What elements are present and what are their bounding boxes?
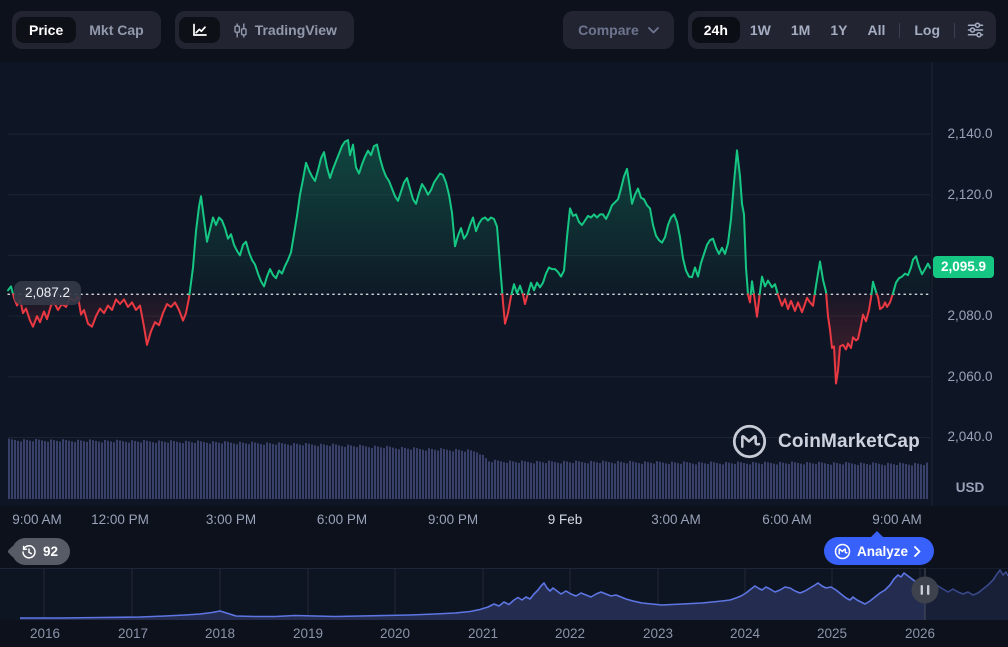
- x-tick-label: 6:00 PM: [316, 512, 368, 527]
- candlestick-icon: [233, 22, 248, 39]
- y-tick-label: 2,040.0: [947, 429, 993, 445]
- timeframe-items: 24h 1W 1M 1Y All Log: [691, 17, 959, 43]
- x-tick-label: 3:00 AM: [651, 512, 701, 527]
- line-chart-tab[interactable]: [178, 17, 220, 43]
- currency-unit-label: USD: [955, 480, 985, 495]
- compare-label: Compare: [578, 22, 639, 38]
- timeframe-all[interactable]: All: [867, 22, 886, 38]
- chevron-right-icon: [914, 545, 921, 557]
- x-tick-label: 3:00 PM: [205, 512, 257, 527]
- timeframe-24h[interactable]: 24h: [691, 17, 740, 43]
- current-price-badge: 2,095.9: [933, 256, 995, 278]
- chart-settings-button[interactable]: [959, 21, 992, 39]
- year-label-2017[interactable]: 2017: [117, 626, 149, 641]
- chevron-down-icon: [647, 26, 659, 34]
- history-clock-icon: [21, 544, 37, 560]
- history-minimap-canvas[interactable]: [0, 568, 1008, 620]
- x-tick-label: 9:00 AM: [872, 512, 922, 527]
- tradingview-tab[interactable]: TradingView: [220, 17, 350, 44]
- y-tick-label: 2,140.0: [947, 126, 993, 141]
- year-label-2025[interactable]: 2025: [816, 626, 848, 641]
- year-label-2023[interactable]: 2023: [642, 626, 674, 641]
- tradingview-label: TradingView: [254, 22, 337, 38]
- watermark-text: CoinMarketCap: [778, 430, 920, 452]
- mktcap-tab[interactable]: Mkt Cap: [89, 22, 144, 38]
- year-label-2016[interactable]: 2016: [29, 626, 61, 641]
- year-label-2020[interactable]: 2020: [379, 626, 411, 641]
- price-tab[interactable]: Price: [16, 17, 77, 43]
- coinmarketcap-logo-icon: [731, 423, 768, 460]
- compare-button[interactable]: Compare: [563, 11, 674, 49]
- x-tick-label: 6:00 AM: [762, 512, 812, 527]
- history-count-badge[interactable]: 92: [12, 538, 71, 565]
- timeframe-log[interactable]: Log: [914, 22, 940, 38]
- year-label-2024[interactable]: 2024: [729, 626, 761, 641]
- x-tick-label: 9 Feb: [547, 512, 583, 527]
- x-tick-label: 9:00 PM: [427, 512, 479, 527]
- year-label-2026[interactable]: 2026: [904, 626, 936, 641]
- y-tick-label: 2,060.0: [947, 368, 993, 384]
- timeframe-1w[interactable]: 1W: [749, 22, 771, 38]
- x-tick-label: 12:00 PM: [91, 512, 149, 527]
- timeframe-1y[interactable]: 1Y: [830, 22, 848, 38]
- y-tick-label: 2,080.0: [947, 308, 993, 324]
- line-chart-icon: [191, 22, 208, 38]
- year-label-2018[interactable]: 2018: [204, 626, 236, 641]
- separator: [899, 22, 901, 38]
- y-tick-label: 2,120.0: [947, 186, 993, 202]
- separator: [954, 22, 955, 38]
- year-label-2022[interactable]: 2022: [554, 626, 586, 641]
- sliders-icon: [966, 21, 985, 39]
- analyze-label: Analyze: [857, 543, 909, 559]
- timeframe-group: 24h 1W 1M 1Y All Log: [687, 11, 996, 49]
- analyze-button[interactable]: Analyze: [824, 531, 935, 565]
- toolbar-right: Compare 24h 1W 1M 1Y All Log: [563, 11, 996, 49]
- history-count: 92: [43, 544, 59, 559]
- price-mktcap-toggle: Price Mkt Cap: [12, 11, 161, 49]
- x-tick-label: 9:00 AM: [12, 512, 62, 527]
- timeframe-1m[interactable]: 1M: [790, 22, 811, 38]
- analyze-logo-icon: [834, 543, 851, 560]
- previous-close-label: 2,087.2: [14, 281, 82, 305]
- toolbar: Price Mkt Cap: [0, 0, 1008, 62]
- year-label-2021[interactable]: 2021: [467, 626, 499, 641]
- toolbar-left: Price Mkt Cap: [12, 11, 354, 49]
- coinmarketcap-watermark: CoinMarketCap: [731, 423, 920, 460]
- minimap-range-handle[interactable]: [911, 576, 939, 604]
- year-label-2019[interactable]: 2019: [292, 626, 324, 641]
- chart-type-toggle: TradingView: [174, 11, 354, 49]
- price-chart-canvas[interactable]: [0, 62, 1008, 506]
